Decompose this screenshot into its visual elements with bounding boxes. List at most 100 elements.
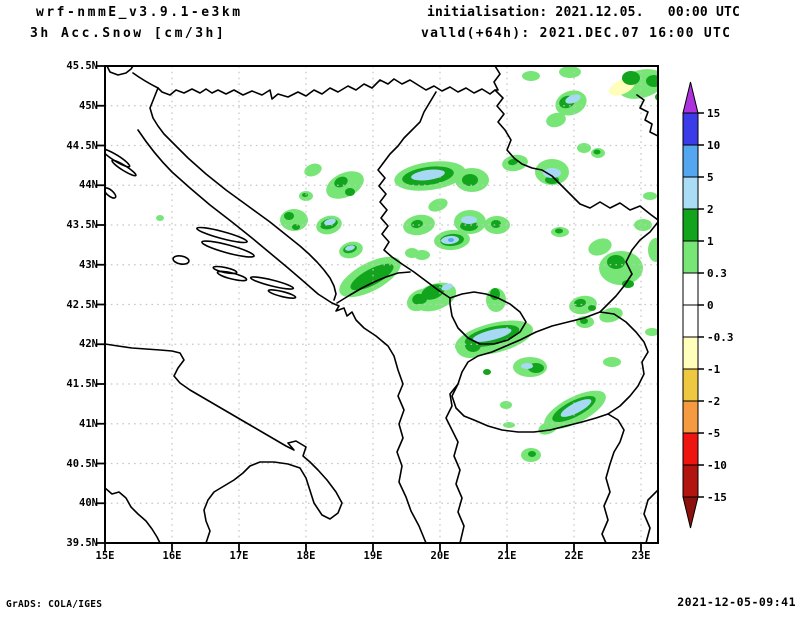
snow-patch-lg [546,112,566,128]
colorbar-segment [682,240,699,274]
island [172,255,190,265]
lon-tick-label: 15E [95,550,115,562]
colorbar-tick-label: -2 [707,395,721,408]
lat-tick-label: 44N [79,179,98,192]
lon-tick-label: 17E [229,550,249,562]
snow-patch-dg [284,212,294,220]
snow-patch-lg [522,71,540,81]
lat-tick-label: 43.5N [66,219,98,231]
snow-patch-dg [292,224,300,230]
snow-patch-lb [472,328,512,342]
snow-patch-lg [577,143,591,153]
island [105,187,117,199]
colorbar-below-min-arrow [682,496,699,529]
colorbar-tick-label: 0 [707,299,714,312]
snow-patch-dg [593,149,601,155]
island [216,270,248,282]
snow-patch-dg [588,305,596,311]
colorbar-segment [682,336,699,370]
snow-patch-dg [421,284,445,300]
border-drina [377,91,451,299]
snow-patch-lb [441,283,453,291]
colorbar-tick-label: 15 [707,107,721,120]
coastline-istria [106,66,134,76]
snow-patch-dg [622,71,640,85]
border-macedonia [451,311,649,433]
island [111,159,137,177]
snow-patch-dg [350,263,394,291]
border-top-right-zigzag [636,94,658,137]
colorbar-tick-label: -10 [707,459,727,472]
snow-patch-dg [574,298,586,308]
snow-patch-lg [156,215,164,221]
snow-patch-dg [622,280,634,288]
colorbar-tick-label: -15 [707,491,727,504]
axis-ticks [97,65,642,551]
colorbar-segment [682,176,699,210]
map-frame [104,65,659,544]
lat-tick-label: 45N [79,99,98,112]
snow-patch-lb [565,94,581,104]
lon-tick-label: 23E [631,550,651,562]
snow-patch-lg [599,307,623,323]
border-kosovo [449,291,527,345]
colorbar-tick-label: -5 [707,427,721,440]
colorbar-tick-label: -1 [707,363,721,376]
variable-name: 3h Acc.Snow [cm/3h] [30,26,227,41]
model-name: wrf-nmmE_v3.9.1-e3km [36,5,243,20]
snow-patch-lb [345,245,355,251]
island [196,226,248,244]
lat-tick-label: 45.5N [66,60,98,72]
island [267,289,297,299]
snow-patch-dg [607,255,625,269]
lon-tick-label: 19E [363,550,383,562]
snow-patch-lg [428,198,448,212]
lat-tick-label: 42N [79,338,98,351]
colorbar-segment [682,304,699,338]
snow-patch-dg [545,176,559,184]
snow-patch-lg [405,248,419,258]
lat-tick-label: 44.5N [66,139,98,152]
lat-tick-label: 40N [79,497,98,510]
grads-credit: GrADS: COLA/IGES [6,599,103,610]
lat-tick-label: 39.5N [66,537,98,549]
island [201,240,255,258]
border-montenegro [336,271,411,304]
snow-patch-lg [643,192,657,200]
latlon-gridlines [105,66,658,543]
border-north-chain [132,72,496,100]
snow-patch-dg [302,193,308,197]
lat-tick-label: 43N [79,258,98,271]
colorbar-tick-label: 5 [707,171,714,184]
border-right-edge-stub [643,489,658,543]
colorbar-segment [682,432,699,466]
coastline-italy-west [105,487,161,543]
colorbar-segment [682,112,699,146]
snow-patch-lb [521,363,533,369]
colorbar-tick-label: -0.3 [707,331,734,344]
snow-patch-dg [508,158,518,166]
colorbar-segment [682,208,699,242]
island [212,265,238,275]
colorbar-segment [682,400,699,434]
lon-tick-label: 21E [497,550,517,562]
border-greece-bulgaria [601,413,625,543]
init-time-label: initialisation: 2021.12.05. 00:00 UTC [427,5,741,20]
snow-patch-lg [645,328,658,336]
snow-patch-dg [555,228,563,234]
border-serbia-bulgaria [599,221,658,313]
lat-tick-label: 40.5N [66,457,98,470]
snow-patch-dg [462,174,478,186]
colorbar-segment [682,368,699,402]
snow-patch-lb [543,168,561,178]
snow-patch-lg [648,238,658,262]
snow-patch-mb [448,238,454,242]
coastline-adriatic-east [137,129,427,543]
coastline-italy-adriatic [105,343,343,543]
snow-patch-dg [345,188,355,196]
snow-patch-lb [560,399,592,417]
snow-patch-lb [411,169,445,181]
snow-patch-dg [411,219,423,229]
